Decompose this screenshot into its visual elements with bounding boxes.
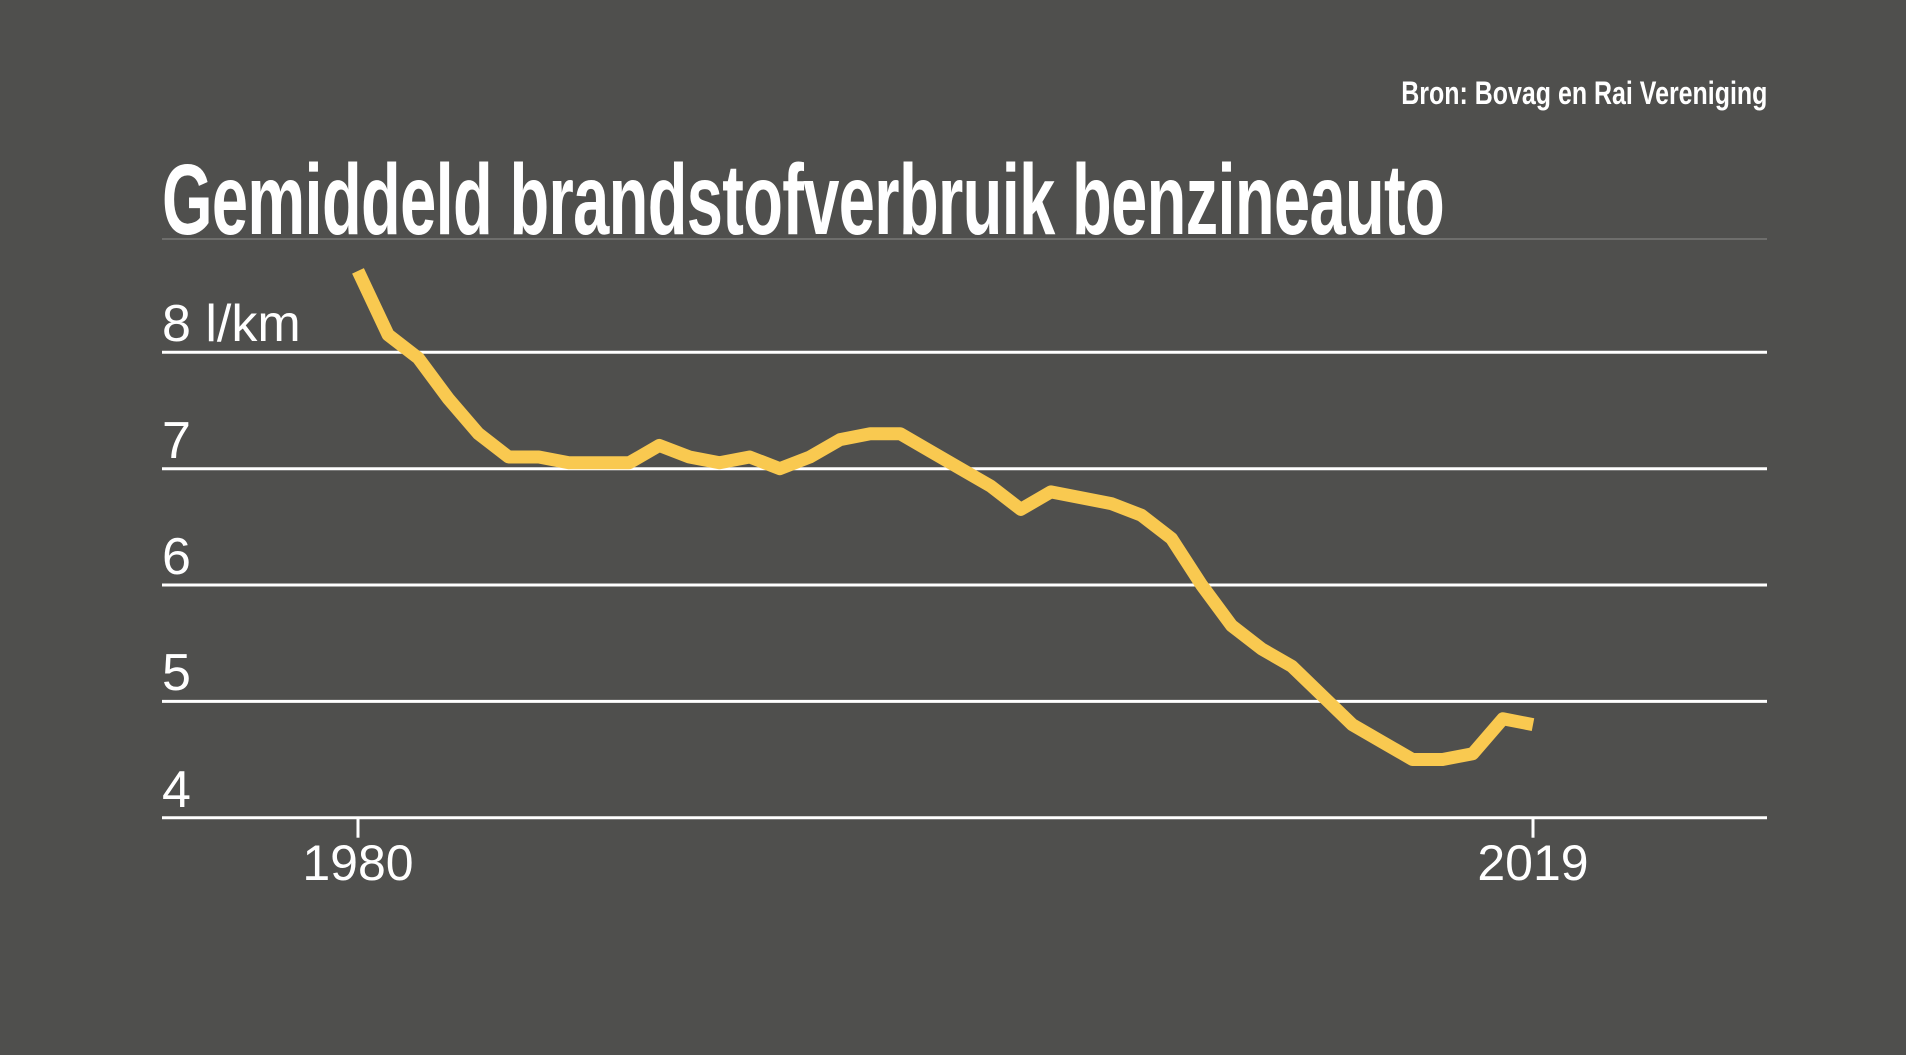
y-axis-label-7: 7 <box>162 411 191 470</box>
fuel-consumption-series-line <box>352 268 1535 766</box>
y-axis-label-8: 8 l/km <box>162 295 301 354</box>
y-axis-label-4: 4 <box>162 760 191 819</box>
y-axis-label-6: 6 <box>162 528 191 586</box>
x-axis-label-2019: 2019 <box>1477 835 1589 891</box>
x-axis-label-1980: 1980 <box>302 835 414 891</box>
title-divider <box>162 238 1767 240</box>
chart-title: Gemiddeld brandstofverbruik benzineauto <box>162 144 1445 256</box>
source-credit: Bron: Bovag en Rai Vereniging <box>1400 75 1767 111</box>
y-axis-label-5: 5 <box>162 644 191 703</box>
